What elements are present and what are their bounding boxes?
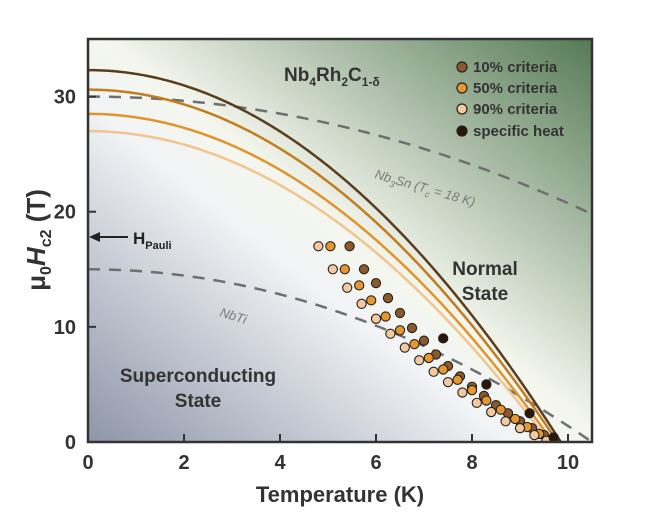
x-axis-title: Temperature (K) <box>256 482 424 507</box>
point-10-criteria-5 <box>406 322 418 334</box>
fit-curve-2 <box>88 112 554 442</box>
y-tick-label-0: 0 <box>65 432 76 454</box>
normal-state-label: Normal State <box>452 259 517 305</box>
x-tick-label-4: 8 <box>466 452 477 474</box>
point-90-criteria-9 <box>442 376 454 388</box>
legend-label-specific-heat: specific heat <box>473 123 564 140</box>
fit-curve-1 <box>88 88 559 442</box>
x-tick-label-0: 0 <box>82 452 93 474</box>
point-10-criteria-0 <box>344 241 355 252</box>
point-50-criteria-10 <box>466 385 478 396</box>
point-50-criteria-1 <box>339 264 350 275</box>
legend-label-50pct: 50% criteria <box>473 80 558 97</box>
points-layer <box>313 241 560 442</box>
y-axis-title-mu-sub: 0 <box>38 266 55 275</box>
point-specific-heat-0 <box>438 333 449 344</box>
compound-label-b-sub: 2 <box>341 75 348 89</box>
point-90-criteria-15 <box>529 429 540 441</box>
x-tick-label-1: 2 <box>178 452 189 474</box>
plot-frame <box>86 37 594 444</box>
point-90-criteria-8 <box>428 366 439 377</box>
plot-background <box>88 39 592 442</box>
point-50-criteria-9 <box>452 374 463 385</box>
point-50-criteria-6 <box>409 338 420 350</box>
x-tick-label-5: 10 <box>557 452 579 474</box>
legend-marker-90pct <box>456 103 468 115</box>
legend-label-90pct: 90% criteria <box>473 101 558 118</box>
nb3sn-label-sub: 3 <box>388 179 396 190</box>
point-50-criteria-8 <box>438 364 449 375</box>
pauli-label-h: H <box>133 229 145 248</box>
point-90-criteria-1 <box>327 264 338 275</box>
x-tick-label-2: 4 <box>274 452 286 474</box>
point-10-criteria-6 <box>418 335 430 346</box>
legend: 10% criteria 50% criteria 90% criteria s… <box>456 59 564 140</box>
legend-marker-10pct <box>456 61 468 73</box>
nb3sn-label-c: c <box>424 189 432 200</box>
x-tick-label-3: 6 <box>370 452 381 474</box>
compound-label-a-sub: 4 <box>309 75 316 89</box>
superconducting-state-line2: State <box>175 391 221 412</box>
ticks-layer: 0 2 4 6 8 10 0 10 20 30 <box>54 87 579 474</box>
point-10-criteria-1 <box>358 264 370 275</box>
point-50-criteria-5 <box>394 325 406 336</box>
point-90-criteria-2 <box>342 282 353 293</box>
point-90-criteria-13 <box>500 416 511 427</box>
compound-label: Nb4Rh2C1-δ <box>284 65 380 89</box>
nb3sn-label-nb: Nb <box>373 166 393 185</box>
point-10-criteria-4 <box>394 307 406 319</box>
point-90-criteria-5 <box>385 328 396 339</box>
pauli-label-sub: Pauli <box>145 240 171 252</box>
y-axis-title-h: H <box>21 246 51 266</box>
legend-marker-50pct <box>456 82 468 94</box>
legend-label-10pct: 10% criteria <box>473 59 558 76</box>
y-tick-label-2: 20 <box>54 202 76 224</box>
point-50-criteria-3 <box>366 295 377 306</box>
point-90-criteria-0 <box>313 241 324 252</box>
compound-label-c: C <box>348 65 362 86</box>
point-90-criteria-10 <box>457 387 468 398</box>
compound-label-b: Rh <box>316 65 341 86</box>
point-90-criteria-6 <box>399 342 410 353</box>
y-axis-title: μ0Hc2 (T) <box>21 189 55 291</box>
point-10-criteria-3 <box>382 292 394 304</box>
pauli-arrow-head <box>89 232 100 242</box>
superconducting-state-line1: Superconducting <box>120 366 276 387</box>
point-50-criteria-7 <box>423 352 434 364</box>
point-specific-heat-2 <box>524 408 535 419</box>
legend-marker-specific-heat <box>456 125 468 137</box>
point-specific-heat-3 <box>548 432 559 442</box>
y-tick-label-3: 30 <box>54 87 76 109</box>
point-90-criteria-12 <box>486 406 497 418</box>
point-50-criteria-12 <box>495 404 506 415</box>
point-specific-heat-1 <box>481 379 492 390</box>
normal-state-line1: Normal <box>452 259 517 280</box>
compound-label-a: Nb <box>284 65 309 86</box>
y-axis-title-h-sub: c2 <box>38 229 55 247</box>
superconducting-state-label: Superconducting State <box>120 366 276 412</box>
pauli-label: HPauli <box>133 229 172 252</box>
point-90-criteria-14 <box>514 423 526 434</box>
point-50-criteria-13 <box>510 413 521 425</box>
y-axis-title-mu: μ <box>21 275 51 291</box>
point-50-criteria-0 <box>325 241 336 252</box>
fit-curve-3 <box>88 129 550 442</box>
point-50-criteria-4 <box>380 311 391 322</box>
point-50-criteria-2 <box>354 280 365 291</box>
pauli-limit-annotation: HPauli <box>89 229 172 252</box>
point-90-criteria-3 <box>356 298 367 309</box>
point-50-criteria-11 <box>481 395 492 406</box>
point-90-criteria-4 <box>370 313 382 324</box>
fit-curve-0 <box>88 68 562 442</box>
point-90-criteria-11 <box>471 397 482 409</box>
point-90-criteria-7 <box>414 355 425 366</box>
y-axis-title-unit: (T) <box>21 189 51 229</box>
lines-layer <box>88 68 592 442</box>
compound-label-c-sub: 1-δ <box>362 75 380 89</box>
point-10-criteria-2 <box>370 277 382 289</box>
y-tick-label-1: 10 <box>54 317 76 339</box>
normal-state-line2: State <box>462 284 508 305</box>
